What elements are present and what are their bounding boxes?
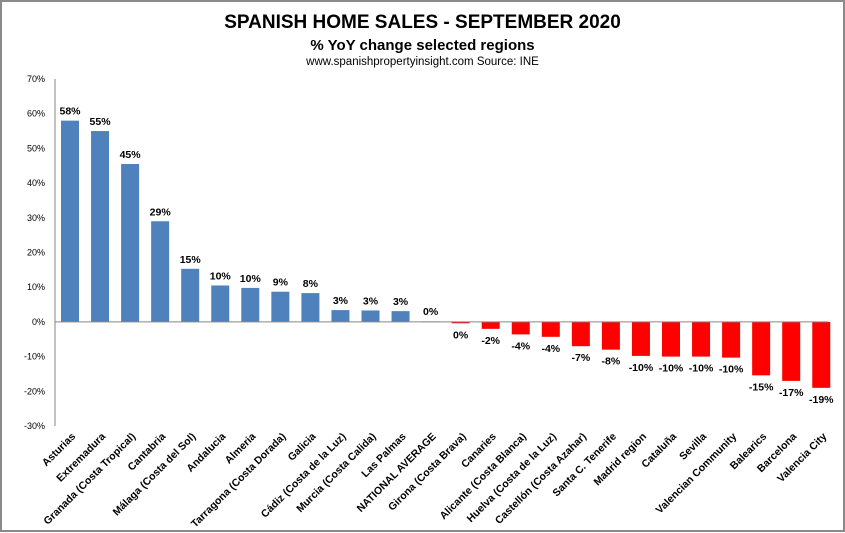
chart-title: SPANISH HOME SALES - SEPTEMBER 2020 [224,12,621,33]
data-label: 3% [363,295,379,307]
data-label: -17% [779,387,804,399]
data-label: -2% [481,335,500,347]
bar-21 [692,321,711,357]
y-tick-label: 40% [27,178,45,188]
bar-22 [722,321,741,358]
bar-6 [241,287,260,322]
data-label: -19% [809,394,834,406]
data-label: 55% [90,116,112,128]
y-tick-label: 50% [27,143,45,153]
data-label: 0% [423,306,439,318]
data-label: -10% [629,362,654,374]
data-label: 45% [120,149,142,161]
bar-18 [601,321,620,350]
bar-2 [121,164,140,322]
y-tick-label: 70% [27,74,45,84]
y-tick-label: -30% [24,421,45,431]
bar-15 [511,321,530,335]
y-tick-label: 20% [27,248,45,258]
y-tick-label: 0% [32,317,45,327]
bar-19 [631,321,650,356]
data-label: 3% [393,296,409,308]
data-label: 10% [240,273,262,285]
bar-25 [812,321,831,388]
bar-8 [301,293,320,322]
data-label: -7% [572,352,591,364]
data-label: -10% [689,363,714,375]
y-tick-label: 10% [27,282,45,292]
data-label: 3% [333,295,349,307]
data-label: -4% [511,340,530,352]
chart-source: www.spanishpropertyinsight.com Source: I… [306,56,539,68]
bar-10 [361,310,380,322]
data-label: 29% [150,206,172,218]
data-label: -4% [541,343,560,355]
data-label: -10% [659,363,684,375]
data-label: -8% [602,356,621,368]
bar-16 [541,321,560,337]
bar-23 [752,321,771,376]
data-label: 10% [210,270,232,282]
bar-1 [91,131,110,322]
bar-9 [331,310,350,322]
bar-3 [151,221,170,322]
bar-4 [181,268,200,322]
data-label: -10% [719,364,744,376]
chart-subtitle: % YoY change selected regions [310,37,535,54]
data-label: 58% [59,106,81,118]
bar-7 [271,291,290,322]
data-label: 15% [180,254,202,266]
y-tick-label: 60% [27,109,45,119]
x-tick-label: Madrid region [591,431,649,489]
data-label: 0% [453,329,469,341]
data-label: -15% [749,381,774,393]
bar-20 [662,321,680,357]
bar-13 [451,321,470,324]
bar-0 [61,120,79,322]
bar-17 [571,321,590,347]
bar-14 [481,321,500,329]
bar-11 [391,311,410,322]
data-label: 9% [273,277,289,289]
y-tick-label: -10% [24,352,45,362]
y-tick-label: -20% [24,386,45,396]
bar-24 [782,321,801,381]
bar-5 [211,285,230,322]
y-tick-label: 30% [27,213,45,223]
data-label: 8% [303,278,319,290]
